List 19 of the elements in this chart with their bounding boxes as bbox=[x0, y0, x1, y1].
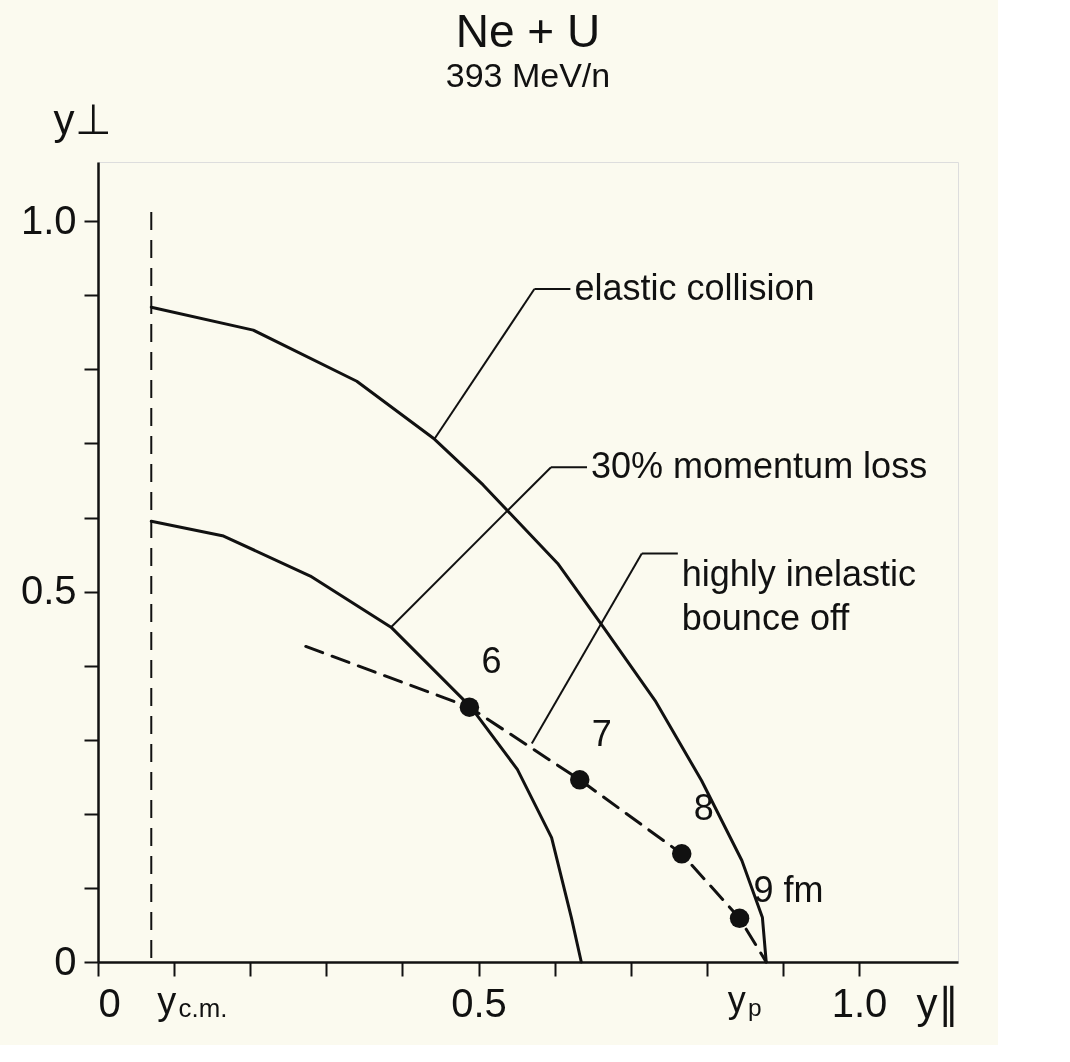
annotation: elastic collision bbox=[574, 267, 815, 309]
y-axis-title: y⊥ bbox=[53, 95, 112, 143]
annotation: yp bbox=[727, 979, 762, 1021]
annotation: 9 fm bbox=[753, 869, 824, 911]
y-tick-label: 1.0 bbox=[20, 197, 77, 242]
annotation: highly inelastic bounce off bbox=[681, 553, 916, 639]
y-tick-label: 0.5 bbox=[20, 568, 77, 613]
annotation: 7 bbox=[591, 712, 612, 754]
chart-subtitle: 393 MeV/n bbox=[445, 56, 611, 94]
annotation: 30% momentum loss bbox=[591, 445, 928, 487]
annotation: 8 bbox=[693, 786, 714, 828]
x-tick-label: 0 bbox=[98, 980, 121, 1025]
x-tick-label: 0.5 bbox=[451, 980, 507, 1025]
ref-line-label: yc.m. bbox=[157, 980, 228, 1023]
x-axis-title: y∥ bbox=[916, 979, 959, 1027]
annotation: 6 bbox=[481, 640, 502, 682]
chart-title: Ne + U bbox=[455, 5, 601, 57]
y-tick-label: 0 bbox=[54, 938, 77, 983]
x-tick-label: 1.0 bbox=[831, 980, 888, 1025]
